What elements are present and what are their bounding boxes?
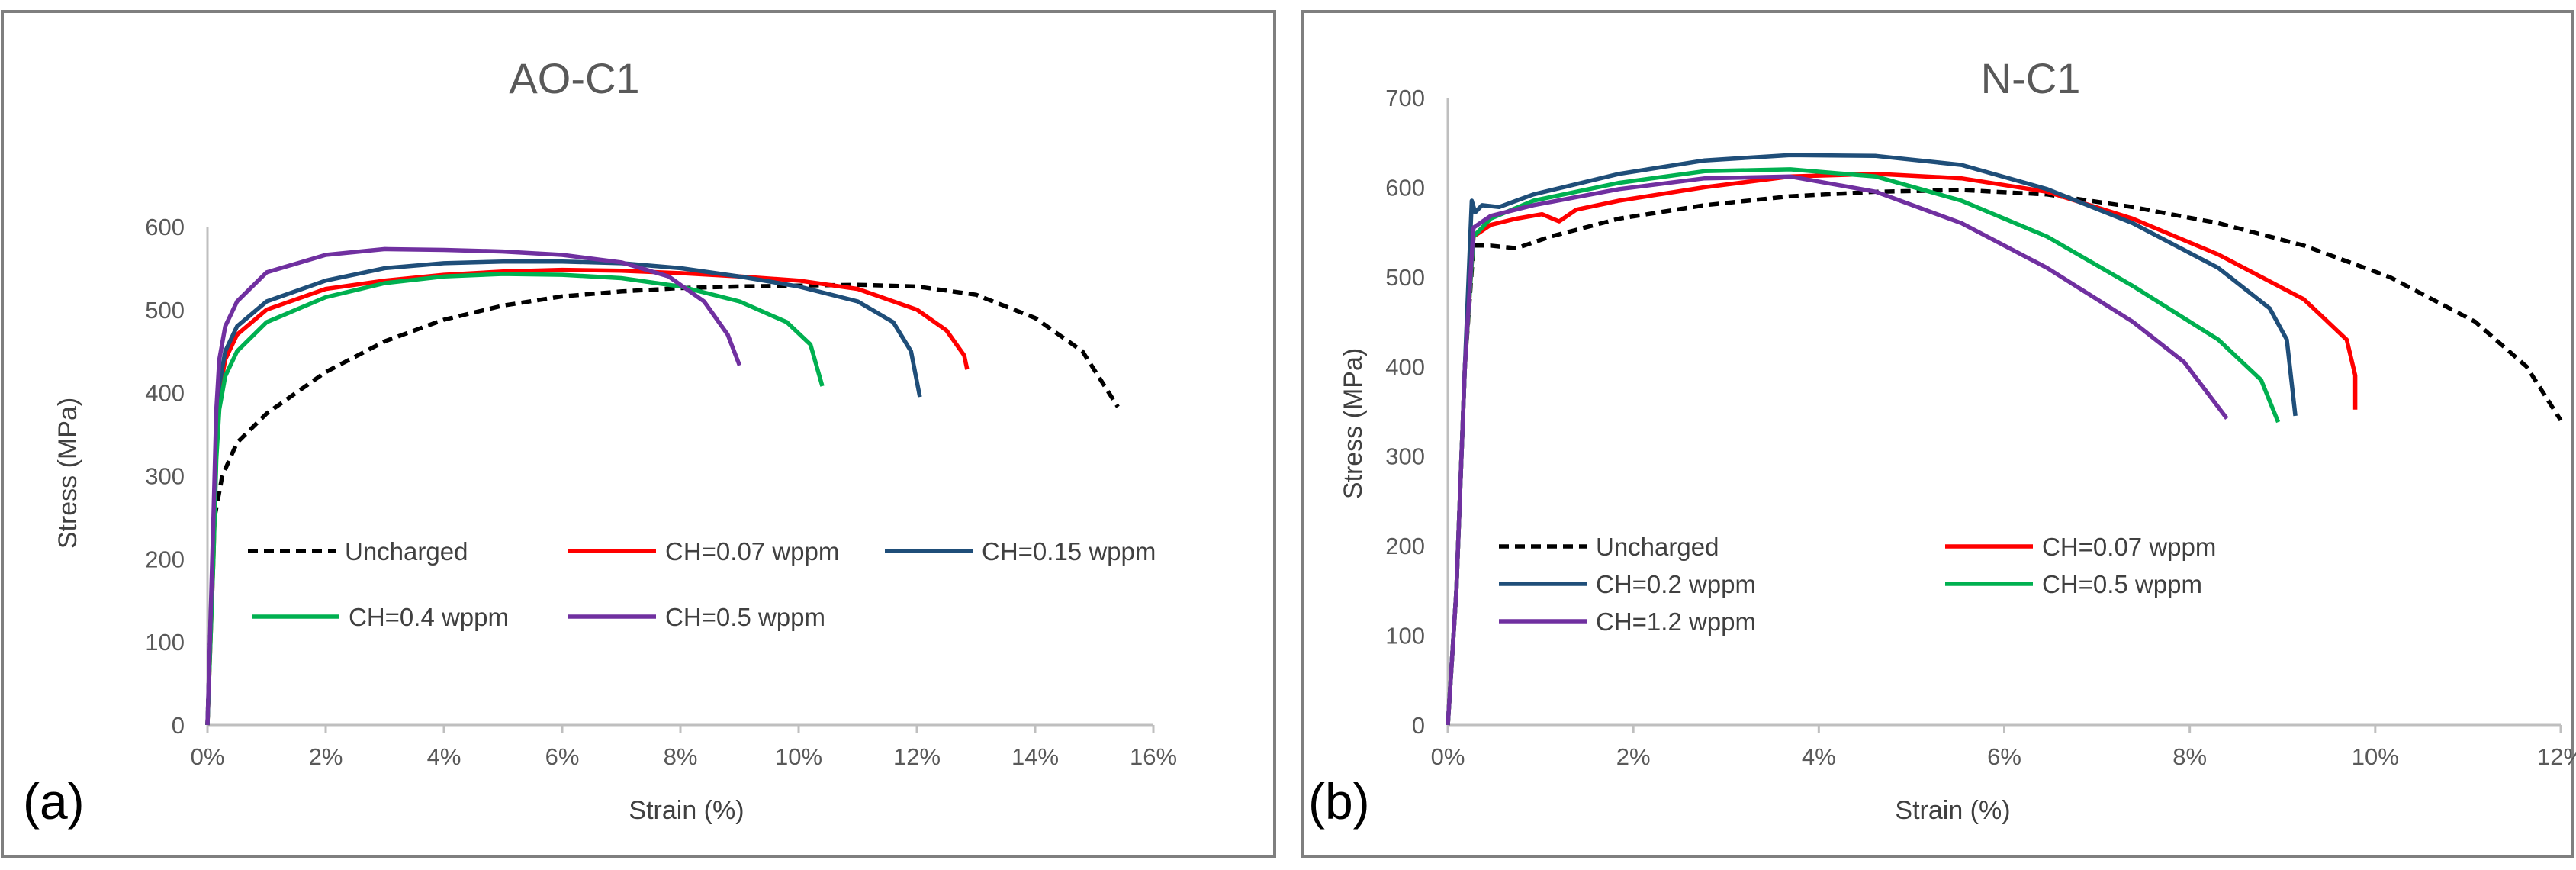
legend-label: Uncharged (1596, 533, 1719, 561)
panel-b: N-C1 Stress (MPa) Strain (%) (b) 0% 2% 4% 6… (1301, 10, 2576, 858)
y-tick-label: 300 (1385, 443, 1425, 470)
y-tick-label: 600 (145, 214, 185, 240)
y-tick-label: 300 (145, 463, 185, 490)
panel-label: (a) (23, 773, 85, 830)
series-line-ch-1-2-wppm (1446, 174, 2229, 726)
x-tick-label: 10% (775, 743, 822, 770)
legend-label: CH=1.2 wppm (1596, 607, 1756, 636)
legend: Uncharged CH=0.07 wppm CH=0.15 wppm CH=0.4 … (248, 537, 1156, 631)
panel-label: (b) (1308, 773, 1370, 830)
series-line-uncharged (205, 282, 1120, 726)
x-tick-label: 6% (1987, 743, 2021, 770)
chart-title: N-C1 (1981, 54, 2081, 102)
x-tick-label: 0% (1431, 743, 1465, 770)
x-tick-label: 16% (1130, 743, 1177, 770)
series-line-ch-0-4-wppm (205, 272, 825, 726)
series-line-ch-0-2-wppm (1446, 153, 2298, 726)
y-tick-label: 100 (145, 629, 185, 656)
x-tick-label: 6% (545, 743, 580, 770)
plot-area: 0% 2% 4% 6% 8% 10% 12% 14% 16% 0 100 200 300 400 500 60… (145, 214, 1177, 770)
y-tick-label: 600 (1385, 174, 1425, 201)
y-tick-label: 400 (145, 380, 185, 407)
series-line-ch-0-5-wppm (205, 246, 742, 726)
plot-area: 0% 2% 4% 6% 8% 10% 12% 0 100 200 300 400 500 600 700 (1385, 85, 2576, 770)
chart-title: AO-C1 (509, 54, 639, 102)
panel-a-border (1, 10, 1276, 858)
x-tick-label: 12% (2537, 743, 2576, 770)
y-tick-label: 500 (1385, 264, 1425, 291)
panel-b-border (1301, 10, 2574, 858)
legend-label: CH=0.5 wppm (2042, 570, 2202, 598)
legend-label: CH=0.5 wppm (665, 603, 825, 631)
y-tick-label: 400 (1385, 353, 1425, 380)
series-line-ch-0-15-wppm (205, 259, 922, 726)
x-tick-label: 12% (893, 743, 941, 770)
x-tick-label: 4% (1802, 743, 1836, 770)
series-line-uncharged (1446, 188, 2563, 726)
legend-label: Uncharged (345, 537, 468, 566)
x-tick-label: 10% (2352, 743, 2399, 770)
y-tick-label: 700 (1385, 85, 1425, 111)
x-axis-label: Strain (%) (629, 796, 744, 825)
y-tick-label: 200 (1385, 533, 1425, 559)
x-tick-label: 4% (427, 743, 461, 770)
legend-label: CH=0.07 wppm (2042, 533, 2216, 561)
y-axis-label: Stress (MPa) (53, 398, 82, 549)
legend-label: CH=0.15 wppm (982, 537, 1156, 566)
legend-label: CH=0.07 wppm (665, 537, 839, 566)
x-tick-label: 8% (2172, 743, 2207, 770)
x-tick-label: 2% (309, 743, 343, 770)
panel-a: AO-C1 Stress (MPa) Strain (%) (a) 0% 2% 4%… (1, 10, 1276, 858)
legend-label: CH=0.2 wppm (1596, 570, 1756, 598)
legend-label: CH=0.4 wppm (349, 603, 509, 631)
x-tick-label: 8% (664, 743, 698, 770)
x-tick-label: 14% (1011, 743, 1059, 770)
y-axis-label: Stress (MPa) (1339, 348, 1368, 499)
x-axis-label: Strain (%) (1895, 796, 2010, 825)
y-tick-label: 200 (145, 546, 185, 572)
legend: Uncharged CH=0.07 wppm CH=0.2 wppm CH=0.5 w… (1499, 533, 2216, 636)
y-tick-label: 500 (145, 297, 185, 324)
y-tick-label: 100 (1385, 623, 1425, 649)
y-tick-label: 0 (1412, 712, 1425, 739)
x-tick-label: 2% (1616, 743, 1651, 770)
y-tick-label: 0 (172, 712, 185, 739)
x-tick-label: 0% (191, 743, 225, 770)
